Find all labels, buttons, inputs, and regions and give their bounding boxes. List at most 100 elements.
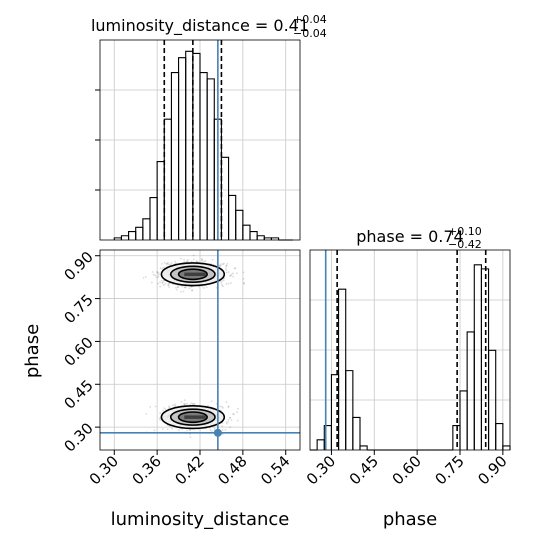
x-tick-label-2: 0.60 — [389, 452, 425, 488]
sample-point — [204, 260, 207, 262]
sample-point — [230, 419, 233, 422]
sample-point — [236, 272, 238, 275]
sample-point — [183, 258, 185, 261]
sample-point — [227, 418, 230, 421]
histogram-bin — [242, 224, 251, 240]
sample-point — [227, 405, 230, 408]
histogram-bin — [352, 416, 361, 450]
sample-point — [156, 271, 159, 274]
sample-point — [154, 274, 157, 277]
histogram-bin — [170, 71, 180, 240]
x-tick-label-2: 0.42 — [171, 452, 207, 488]
luminosity-distance-upper-error: +0.04 — [293, 13, 327, 26]
x-tick-label-0: 0.30 — [86, 452, 122, 488]
sample-point — [213, 427, 216, 430]
sample-point — [189, 429, 192, 431]
sample-point — [180, 257, 182, 260]
sample-point — [211, 258, 214, 261]
sample-point — [220, 282, 223, 284]
sample-point — [227, 282, 230, 285]
sample-point — [229, 274, 232, 277]
sample-point — [218, 265, 221, 268]
sample-point — [163, 261, 166, 264]
sample-point — [242, 277, 245, 280]
panel-frame — [99, 249, 301, 451]
sample-point — [209, 428, 212, 431]
phase-upper-error: +0.10 — [448, 225, 482, 238]
sample-point — [183, 399, 186, 402]
sample-point — [236, 419, 239, 422]
sample-point — [200, 257, 203, 260]
panel-frame — [309, 249, 511, 451]
histogram-bin — [178, 57, 187, 240]
luminosity-distance-histogram-panel — [95, 39, 301, 241]
sample-point — [221, 284, 224, 286]
sample-point — [177, 429, 180, 432]
histogram-bin — [163, 118, 172, 240]
sample-point — [229, 282, 232, 284]
sample-point — [191, 289, 194, 292]
sample-point — [183, 286, 186, 289]
sample-point — [203, 260, 206, 263]
sample-point — [222, 263, 224, 266]
sample-point — [229, 426, 231, 429]
sample-point — [221, 433, 224, 436]
sample-point — [225, 271, 228, 274]
sample-point — [161, 262, 163, 265]
sample-point — [156, 276, 158, 279]
sample-point — [162, 281, 164, 284]
sample-point — [188, 433, 191, 436]
x-axis-label: luminosity_distance — [111, 509, 290, 530]
sample-point — [222, 262, 225, 265]
sample-point — [167, 284, 170, 287]
sample-point — [180, 401, 183, 403]
truth-marker — [213, 428, 222, 437]
sample-point — [191, 403, 194, 405]
sample-point — [188, 429, 191, 431]
sample-point — [164, 282, 167, 285]
sample-point — [168, 286, 170, 288]
histogram-bin — [345, 370, 354, 450]
sample-point — [186, 402, 188, 405]
sample-point — [234, 267, 237, 270]
sample-point — [189, 436, 192, 439]
sample-point — [169, 263, 172, 266]
sample-point — [232, 275, 235, 278]
sample-point — [163, 266, 165, 269]
luminosity-distance-title-value: 0.41 — [273, 16, 309, 35]
sample-point — [190, 402, 193, 405]
x-tick-label-3: 0.75 — [431, 452, 467, 488]
sample-point — [195, 260, 198, 263]
sample-point — [166, 262, 168, 265]
sample-point — [157, 272, 160, 274]
phase-x-axis-label: phase — [383, 509, 437, 530]
x-tick-label-0: 0.30 — [303, 452, 339, 488]
sample-point — [221, 429, 224, 431]
sample-point — [225, 283, 228, 285]
sample-point — [184, 286, 187, 289]
joint-contour-panel: 0.30 0.36 0.42 0.48 0.540.300.450.600.750.90 — [60, 248, 301, 488]
sample-point — [184, 285, 187, 288]
sample-point — [232, 413, 234, 415]
sample-point — [225, 264, 228, 267]
sample-point — [153, 429, 156, 432]
sample-point — [159, 267, 162, 270]
sample-point — [163, 407, 166, 410]
sample-point — [174, 403, 176, 406]
y-tick-label-2: 0.60 — [60, 334, 96, 370]
sample-point — [186, 260, 189, 263]
sample-point — [163, 279, 165, 282]
sample-point — [218, 264, 221, 267]
sample-point — [159, 281, 161, 284]
y-tick-label-1: 0.45 — [60, 376, 96, 412]
histogram-bin — [135, 226, 144, 240]
x-tick-label-3: 0.48 — [214, 452, 250, 488]
sample-point — [219, 264, 222, 267]
sample-point — [160, 279, 163, 282]
sample-point — [168, 406, 171, 409]
phase-lower-error: −0.42 — [448, 238, 482, 251]
histogram-bin — [156, 161, 165, 240]
sample-point — [224, 428, 227, 431]
sample-point — [201, 285, 204, 288]
sample-point — [174, 404, 176, 407]
